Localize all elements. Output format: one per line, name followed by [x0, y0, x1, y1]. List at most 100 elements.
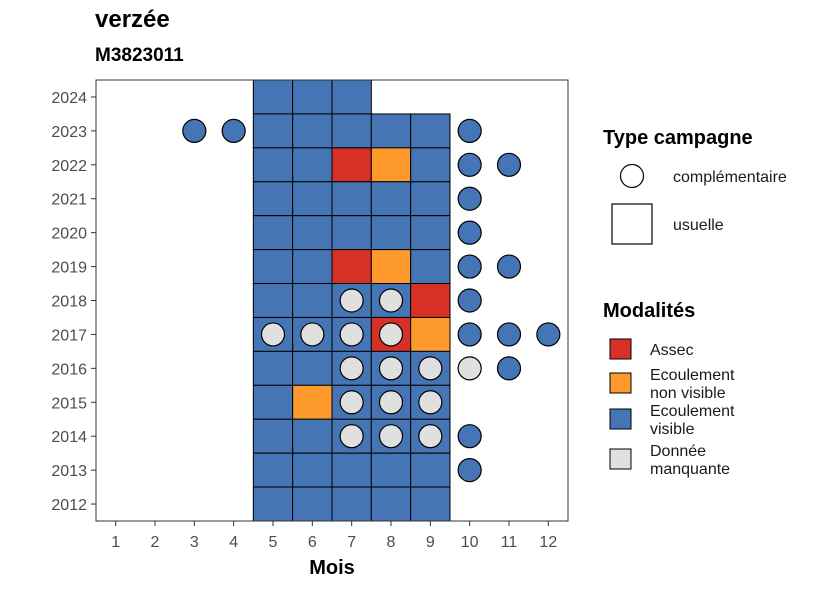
color-legend-line: non visible — [650, 385, 726, 402]
square-2020-8 — [370, 215, 412, 251]
square-2021-8 — [370, 181, 412, 217]
y-tick-label-2012: 2012 — [51, 497, 87, 514]
y-tick-label-2017: 2017 — [51, 327, 87, 344]
square-2022-6 — [292, 147, 333, 183]
x-tick-label-7: 7 — [347, 534, 356, 551]
circle-2021-10 — [457, 186, 482, 211]
circle-2017-6 — [300, 322, 325, 347]
square-2015-6 — [292, 384, 333, 420]
color-legend-line: Ecoulement — [650, 367, 735, 384]
circle-2022-10 — [457, 152, 482, 177]
color-legend-title: Modalités — [603, 300, 695, 322]
circle-2023-3 — [182, 118, 207, 143]
x-tick-label-8: 8 — [387, 534, 396, 551]
square-2018-9 — [410, 283, 451, 318]
y-tick-label-2019: 2019 — [51, 260, 87, 277]
square-2013-5 — [252, 452, 294, 488]
square-2024-7 — [331, 79, 372, 115]
x-tick-label-10: 10 — [461, 534, 479, 551]
circle-2013-10 — [457, 458, 482, 483]
color-legend-label-0: Assec — [650, 342, 694, 359]
square-2021-6 — [292, 181, 333, 217]
circle-2019-11 — [496, 254, 522, 279]
legend-key-square — [611, 203, 653, 245]
x-tick-label-11: 11 — [501, 534, 518, 551]
square-2021-5 — [252, 181, 294, 217]
circle-2020-10 — [457, 220, 482, 245]
circle-2016-9 — [418, 356, 443, 381]
square-2012-9 — [410, 486, 451, 522]
chart-subtitle: M3823011 — [95, 45, 184, 66]
y-tick-label-2016: 2016 — [51, 361, 87, 378]
plot-area — [182, 79, 561, 522]
circle-2018-10 — [457, 288, 482, 313]
color-legend-line: Assec — [650, 342, 694, 359]
square-2019-6 — [292, 249, 333, 285]
square-2020-6 — [292, 215, 333, 251]
square-2023-6 — [292, 113, 333, 149]
axes: 1 2 3 4 5 6 7 8 9 10 11 122012201320142015201620172… — [51, 79, 569, 579]
x-tick-label-9: 9 — [426, 534, 435, 551]
square-2017-9 — [410, 316, 451, 352]
shape-legend-label-1: usuelle — [673, 217, 724, 234]
square-2022-5 — [252, 147, 294, 183]
color-legend-label-3: Donnée manquante — [650, 443, 730, 478]
y-tick-label-2015: 2015 — [51, 395, 87, 412]
circle-2014-7 — [339, 424, 364, 449]
square-2012-6 — [292, 486, 333, 522]
square-2022-7 — [331, 147, 372, 183]
circle-2014-9 — [418, 424, 443, 449]
legend-key-donnee_manquante — [609, 448, 632, 470]
color-legend-line: manquante — [650, 461, 730, 478]
square-2012-5 — [252, 486, 294, 522]
x-tick-label-2: 2 — [151, 534, 160, 551]
circle-2023-4 — [221, 118, 246, 143]
square-2019-8 — [370, 249, 412, 285]
circle-2023-10 — [457, 118, 482, 143]
square-2013-8 — [370, 452, 412, 488]
legend-key-ecoulement_non_visible — [609, 372, 632, 394]
legend-key-ecoulement_visible — [609, 408, 632, 430]
circle-2017-5 — [260, 322, 286, 347]
square-2018-5 — [252, 283, 294, 318]
x-tick-label-12: 12 — [539, 534, 557, 551]
shape-legend-title: Type campagne — [603, 127, 753, 149]
circle-2016-10 — [457, 356, 482, 381]
color-legend-label-1: Ecoulement non visible — [650, 367, 735, 402]
square-2013-6 — [292, 452, 333, 488]
square-2019-7 — [331, 249, 372, 285]
circle-2016-8 — [378, 356, 404, 381]
legend-key-circle — [619, 163, 645, 189]
y-tick-label-2018: 2018 — [51, 294, 87, 311]
square-2018-6 — [292, 283, 333, 318]
circle-2022-11 — [496, 152, 522, 177]
x-tick-label-1: 1 — [111, 534, 120, 551]
y-tick-label-2020: 2020 — [51, 226, 87, 243]
square-2019-9 — [410, 249, 451, 285]
y-tick-label-2021: 2021 — [51, 192, 87, 209]
square-2015-5 — [252, 384, 294, 420]
square-2024-5 — [252, 79, 294, 115]
circle-2015-7 — [339, 390, 364, 415]
circle-2017-7 — [339, 322, 364, 347]
square-2023-8 — [370, 113, 412, 149]
square-2016-5 — [252, 350, 294, 386]
circle-2014-8 — [378, 424, 404, 449]
x-tick-label-4: 4 — [229, 534, 238, 551]
x-tick-label-6: 6 — [308, 534, 317, 551]
x-tick-label-5: 5 — [269, 534, 278, 551]
square-2021-9 — [410, 181, 451, 217]
square-2024-6 — [292, 79, 333, 115]
circle-2015-9 — [418, 390, 443, 415]
x-axis-title: Mois — [309, 557, 355, 579]
square-2023-7 — [331, 113, 372, 149]
circle-2018-7 — [339, 288, 364, 313]
square-2020-9 — [410, 215, 451, 251]
circle-2019-10 — [457, 254, 482, 279]
square-2012-8 — [370, 486, 412, 522]
legend-key-assec — [609, 338, 632, 360]
square-2020-5 — [252, 215, 294, 251]
square-2023-5 — [252, 113, 294, 149]
legend: Type campagne complémentaire usuelle Modali… — [603, 127, 787, 478]
